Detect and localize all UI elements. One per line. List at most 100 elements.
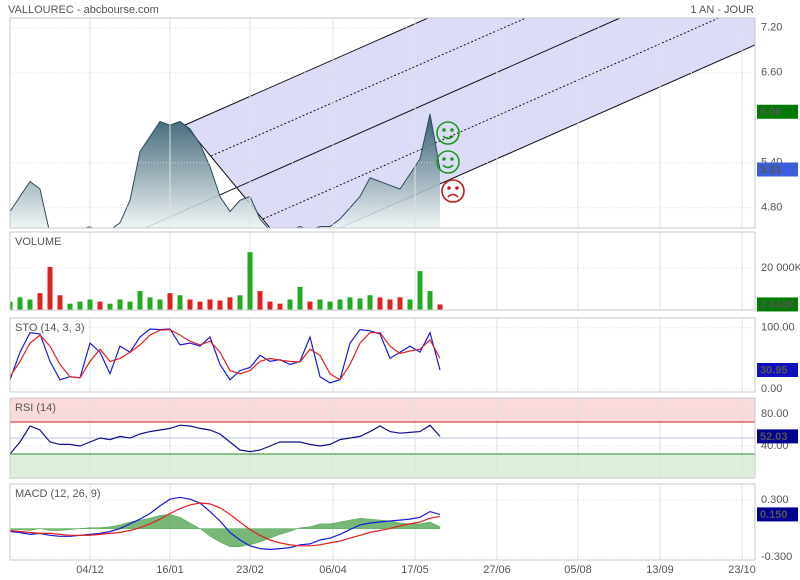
volume-bar — [187, 299, 193, 310]
panel-border — [9, 317, 756, 393]
panel-border — [9, 397, 756, 479]
value-badge-label: 30.95 — [760, 364, 788, 376]
panel-title: STO (14, 3, 3) — [15, 322, 85, 334]
volume-bar — [27, 299, 33, 310]
x-tick-label: 23/02 — [236, 564, 264, 576]
price-line — [10, 113, 441, 228]
panel-title: RSI (14) — [15, 402, 56, 414]
volume-bar — [147, 297, 153, 310]
volume-bar — [137, 291, 143, 310]
smileys — [436, 121, 465, 203]
volume-bar — [87, 299, 93, 310]
volume-bar — [307, 301, 313, 310]
value-badge — [757, 507, 798, 522]
smiley-happy — [436, 121, 460, 145]
macd-histogram — [10, 514, 441, 547]
volume-bar — [127, 301, 133, 310]
indicator-line — [10, 328, 441, 381]
x-tick-label: 06/04 — [319, 564, 347, 576]
volume-bar — [217, 300, 223, 310]
zone — [10, 454, 755, 478]
volume-bar — [277, 303, 283, 310]
pitchfork-band — [185, 18, 755, 228]
y-tick-label: 0.300 — [761, 494, 789, 506]
value-badge — [757, 104, 798, 119]
value-badge — [757, 363, 798, 378]
y-tick-label: 0.00 — [761, 383, 782, 395]
panel-border — [9, 483, 756, 561]
volume-bar — [387, 299, 393, 310]
indicator-line — [10, 328, 441, 384]
volume-bar — [257, 291, 263, 310]
x-tick-label: 27/06 — [483, 564, 511, 576]
volume-bar — [327, 301, 333, 310]
value-badge — [757, 429, 798, 444]
volume-bar — [437, 304, 443, 310]
volume-bar — [297, 286, 303, 310]
value-badge-label: 5.31 — [760, 164, 781, 176]
volume-bar — [10, 301, 13, 310]
plot — [10, 18, 755, 228]
y-tick-label: 80.00 — [761, 408, 789, 420]
value-badge-label: 52.03 — [760, 431, 788, 443]
panel: 0.00 100.00 STO (14, 3, 3) 30.95 — [9, 317, 798, 395]
y-tick-label: 100.00 — [761, 322, 795, 334]
x-tick-label: 13/09 — [646, 564, 674, 576]
plot — [10, 484, 755, 560]
value-badge-label: 2 640K — [760, 299, 796, 311]
y-tick-label: -0.300 — [761, 551, 792, 563]
panel: -0.300 0.300 MACD (12, 26, 9) 0.150 04/12 16/… — [9, 483, 798, 576]
plot — [10, 232, 755, 310]
panel-title: MACD (12, 26, 9) — [15, 488, 101, 500]
volume-bar — [47, 266, 53, 310]
x-tick-label: 17/05 — [401, 564, 429, 576]
panel: 4.805.406.607.206.085.31 — [9, 17, 798, 229]
pitchfork-line — [184, 18, 429, 126]
panel-border — [9, 17, 756, 229]
chart-title: VALLOUREC - abcbourse.com — [8, 4, 159, 16]
volume-bar — [417, 271, 423, 310]
volume-bar — [157, 299, 163, 310]
x-tick-label: 04/12 — [76, 564, 104, 576]
volume-bar — [287, 299, 293, 310]
value-badge — [757, 162, 798, 177]
volume-bar — [317, 299, 323, 310]
volume-bar — [227, 297, 233, 310]
x-tick-label: 16/01 — [156, 564, 184, 576]
panel: 20 000K VOLUME 2 640K — [9, 231, 800, 312]
volume-bar — [347, 297, 353, 310]
volume-bar — [397, 297, 403, 310]
smiley-sad — [441, 179, 465, 203]
panel-border — [9, 231, 756, 311]
x-tick-label: 05/08 — [564, 564, 592, 576]
volume-bar — [17, 297, 23, 310]
volume-bar — [367, 295, 373, 310]
pitchfork-line — [210, 18, 527, 157]
volume-bar — [97, 301, 103, 310]
volume-bar — [197, 301, 203, 310]
plot — [10, 398, 755, 478]
indicator-line — [10, 424, 441, 455]
y-tick-label: 6.60 — [761, 67, 782, 79]
period: 1 AN - JOUR — [690, 4, 754, 16]
pitchfork-line — [262, 18, 720, 220]
y-tick-label: 4.80 — [761, 202, 782, 214]
panel-title: VOLUME — [15, 236, 61, 248]
volume-bar — [107, 303, 113, 310]
value-badge-label: 0.150 — [760, 509, 788, 521]
value-badge-label: 6.08 — [760, 106, 781, 118]
volume-bar — [77, 301, 83, 310]
indicator-line — [10, 502, 441, 547]
y-tick-label: 7.20 — [761, 22, 782, 34]
volume-bar — [167, 293, 173, 310]
zone — [10, 398, 755, 422]
volume-bar — [57, 295, 63, 310]
x-tick-label: 23/10 — [728, 564, 756, 576]
volume-bar — [37, 293, 43, 310]
value-badge — [757, 297, 798, 312]
price-area — [10, 114, 440, 228]
volume-bar — [237, 295, 243, 310]
